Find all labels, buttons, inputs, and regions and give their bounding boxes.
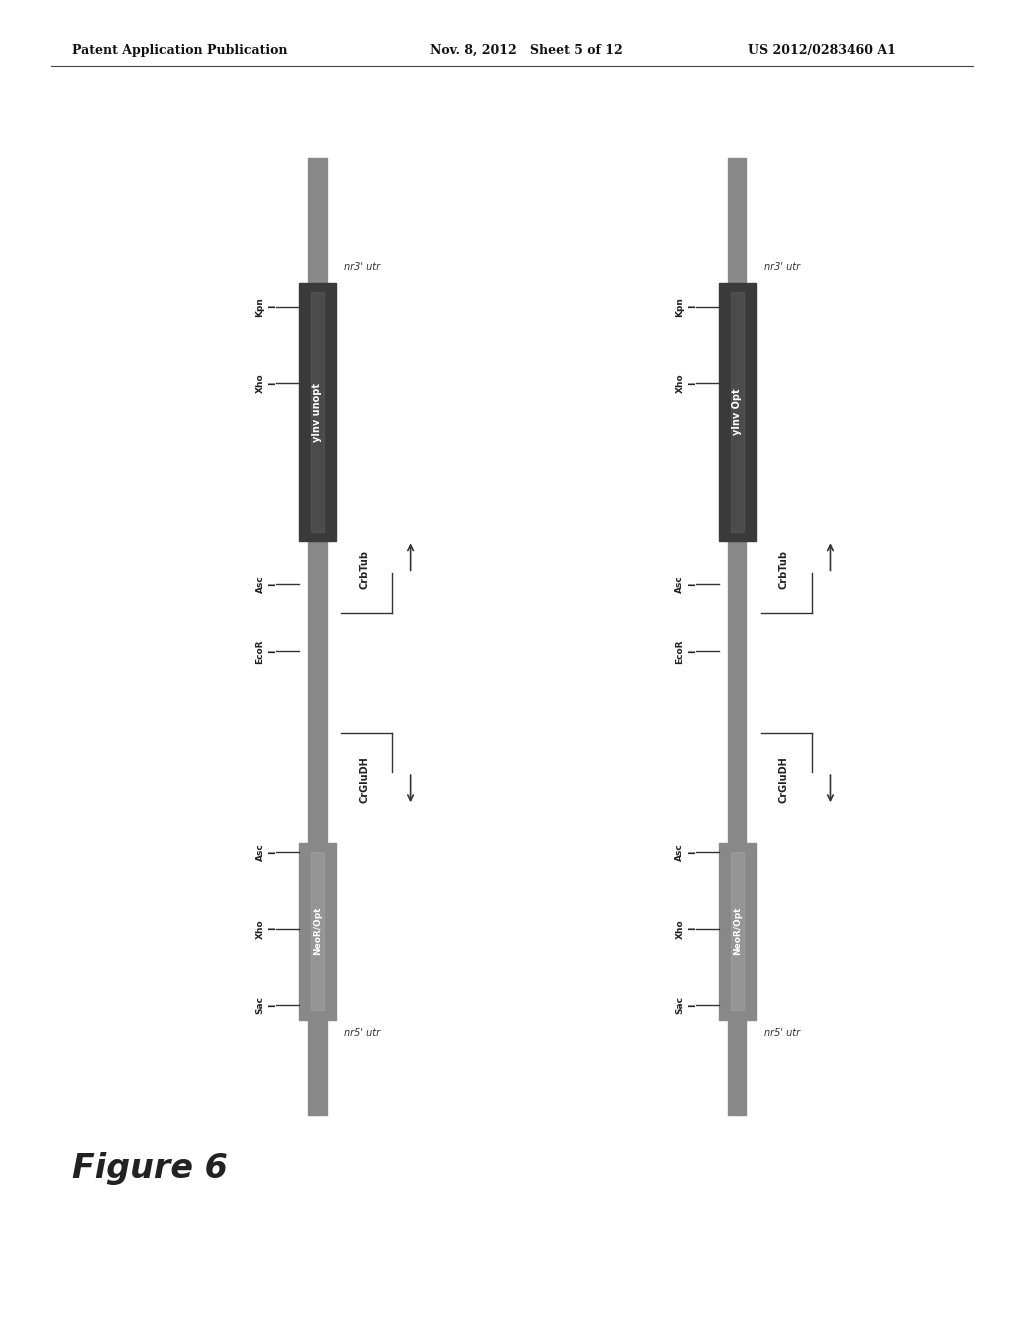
Text: CrbTub: CrbTub	[359, 550, 369, 589]
Text: Nov. 8, 2012   Sheet 5 of 12: Nov. 8, 2012 Sheet 5 of 12	[430, 44, 623, 57]
Text: Kpn: Kpn	[256, 297, 264, 317]
Text: nr5' utr: nr5' utr	[344, 1028, 380, 1038]
Text: I: I	[268, 305, 276, 309]
Text: nr3' utr: nr3' utr	[344, 263, 380, 272]
Text: Patent Application Publication: Patent Application Publication	[72, 44, 287, 57]
Text: Xho: Xho	[676, 374, 684, 393]
Text: EcoR: EcoR	[676, 639, 684, 664]
Bar	[308, 158, 327, 1115]
Text: Asc: Asc	[676, 843, 684, 861]
Text: Xho: Xho	[256, 374, 264, 393]
Text: I: I	[268, 927, 276, 931]
Text: I: I	[688, 1003, 696, 1007]
Text: I: I	[268, 649, 276, 653]
Text: I: I	[688, 582, 696, 586]
Text: I: I	[268, 381, 276, 385]
Text: Sac: Sac	[676, 997, 684, 1014]
Text: Kpn: Kpn	[676, 297, 684, 317]
Text: nr5' utr: nr5' utr	[764, 1028, 800, 1038]
Text: NeoR/Opt: NeoR/Opt	[313, 907, 322, 956]
Text: NeoR/Opt: NeoR/Opt	[733, 907, 741, 956]
Text: I: I	[688, 381, 696, 385]
Text: Asc: Asc	[256, 843, 264, 861]
Bar	[728, 158, 746, 1115]
Text: CrGluDH: CrGluDH	[359, 756, 369, 803]
Bar	[311, 853, 324, 1010]
Text: yInv Opt: yInv Opt	[732, 388, 742, 436]
Bar	[299, 842, 336, 1020]
Text: Xho: Xho	[676, 919, 684, 939]
Text: I: I	[688, 850, 696, 854]
Text: US 2012/0283460 A1: US 2012/0283460 A1	[748, 44, 895, 57]
Text: nr3' utr: nr3' utr	[764, 263, 800, 272]
Text: I: I	[688, 649, 696, 653]
Text: Asc: Asc	[676, 576, 684, 593]
Bar	[731, 853, 743, 1010]
Bar	[731, 293, 743, 532]
Text: Figure 6: Figure 6	[72, 1151, 227, 1185]
Text: EcoR: EcoR	[256, 639, 264, 664]
Bar	[311, 293, 324, 532]
Text: I: I	[688, 927, 696, 931]
Bar	[719, 282, 756, 541]
Text: I: I	[268, 582, 276, 586]
Bar	[719, 842, 756, 1020]
Text: Sac: Sac	[256, 997, 264, 1014]
Text: I: I	[268, 850, 276, 854]
Text: CrGluDH: CrGluDH	[779, 756, 788, 803]
Text: Asc: Asc	[256, 576, 264, 593]
Text: Xho: Xho	[256, 919, 264, 939]
Text: I: I	[268, 1003, 276, 1007]
Bar	[299, 282, 336, 541]
Text: yInv unopt: yInv unopt	[312, 383, 323, 441]
Text: I: I	[688, 305, 696, 309]
Text: CrbTub: CrbTub	[779, 550, 788, 589]
